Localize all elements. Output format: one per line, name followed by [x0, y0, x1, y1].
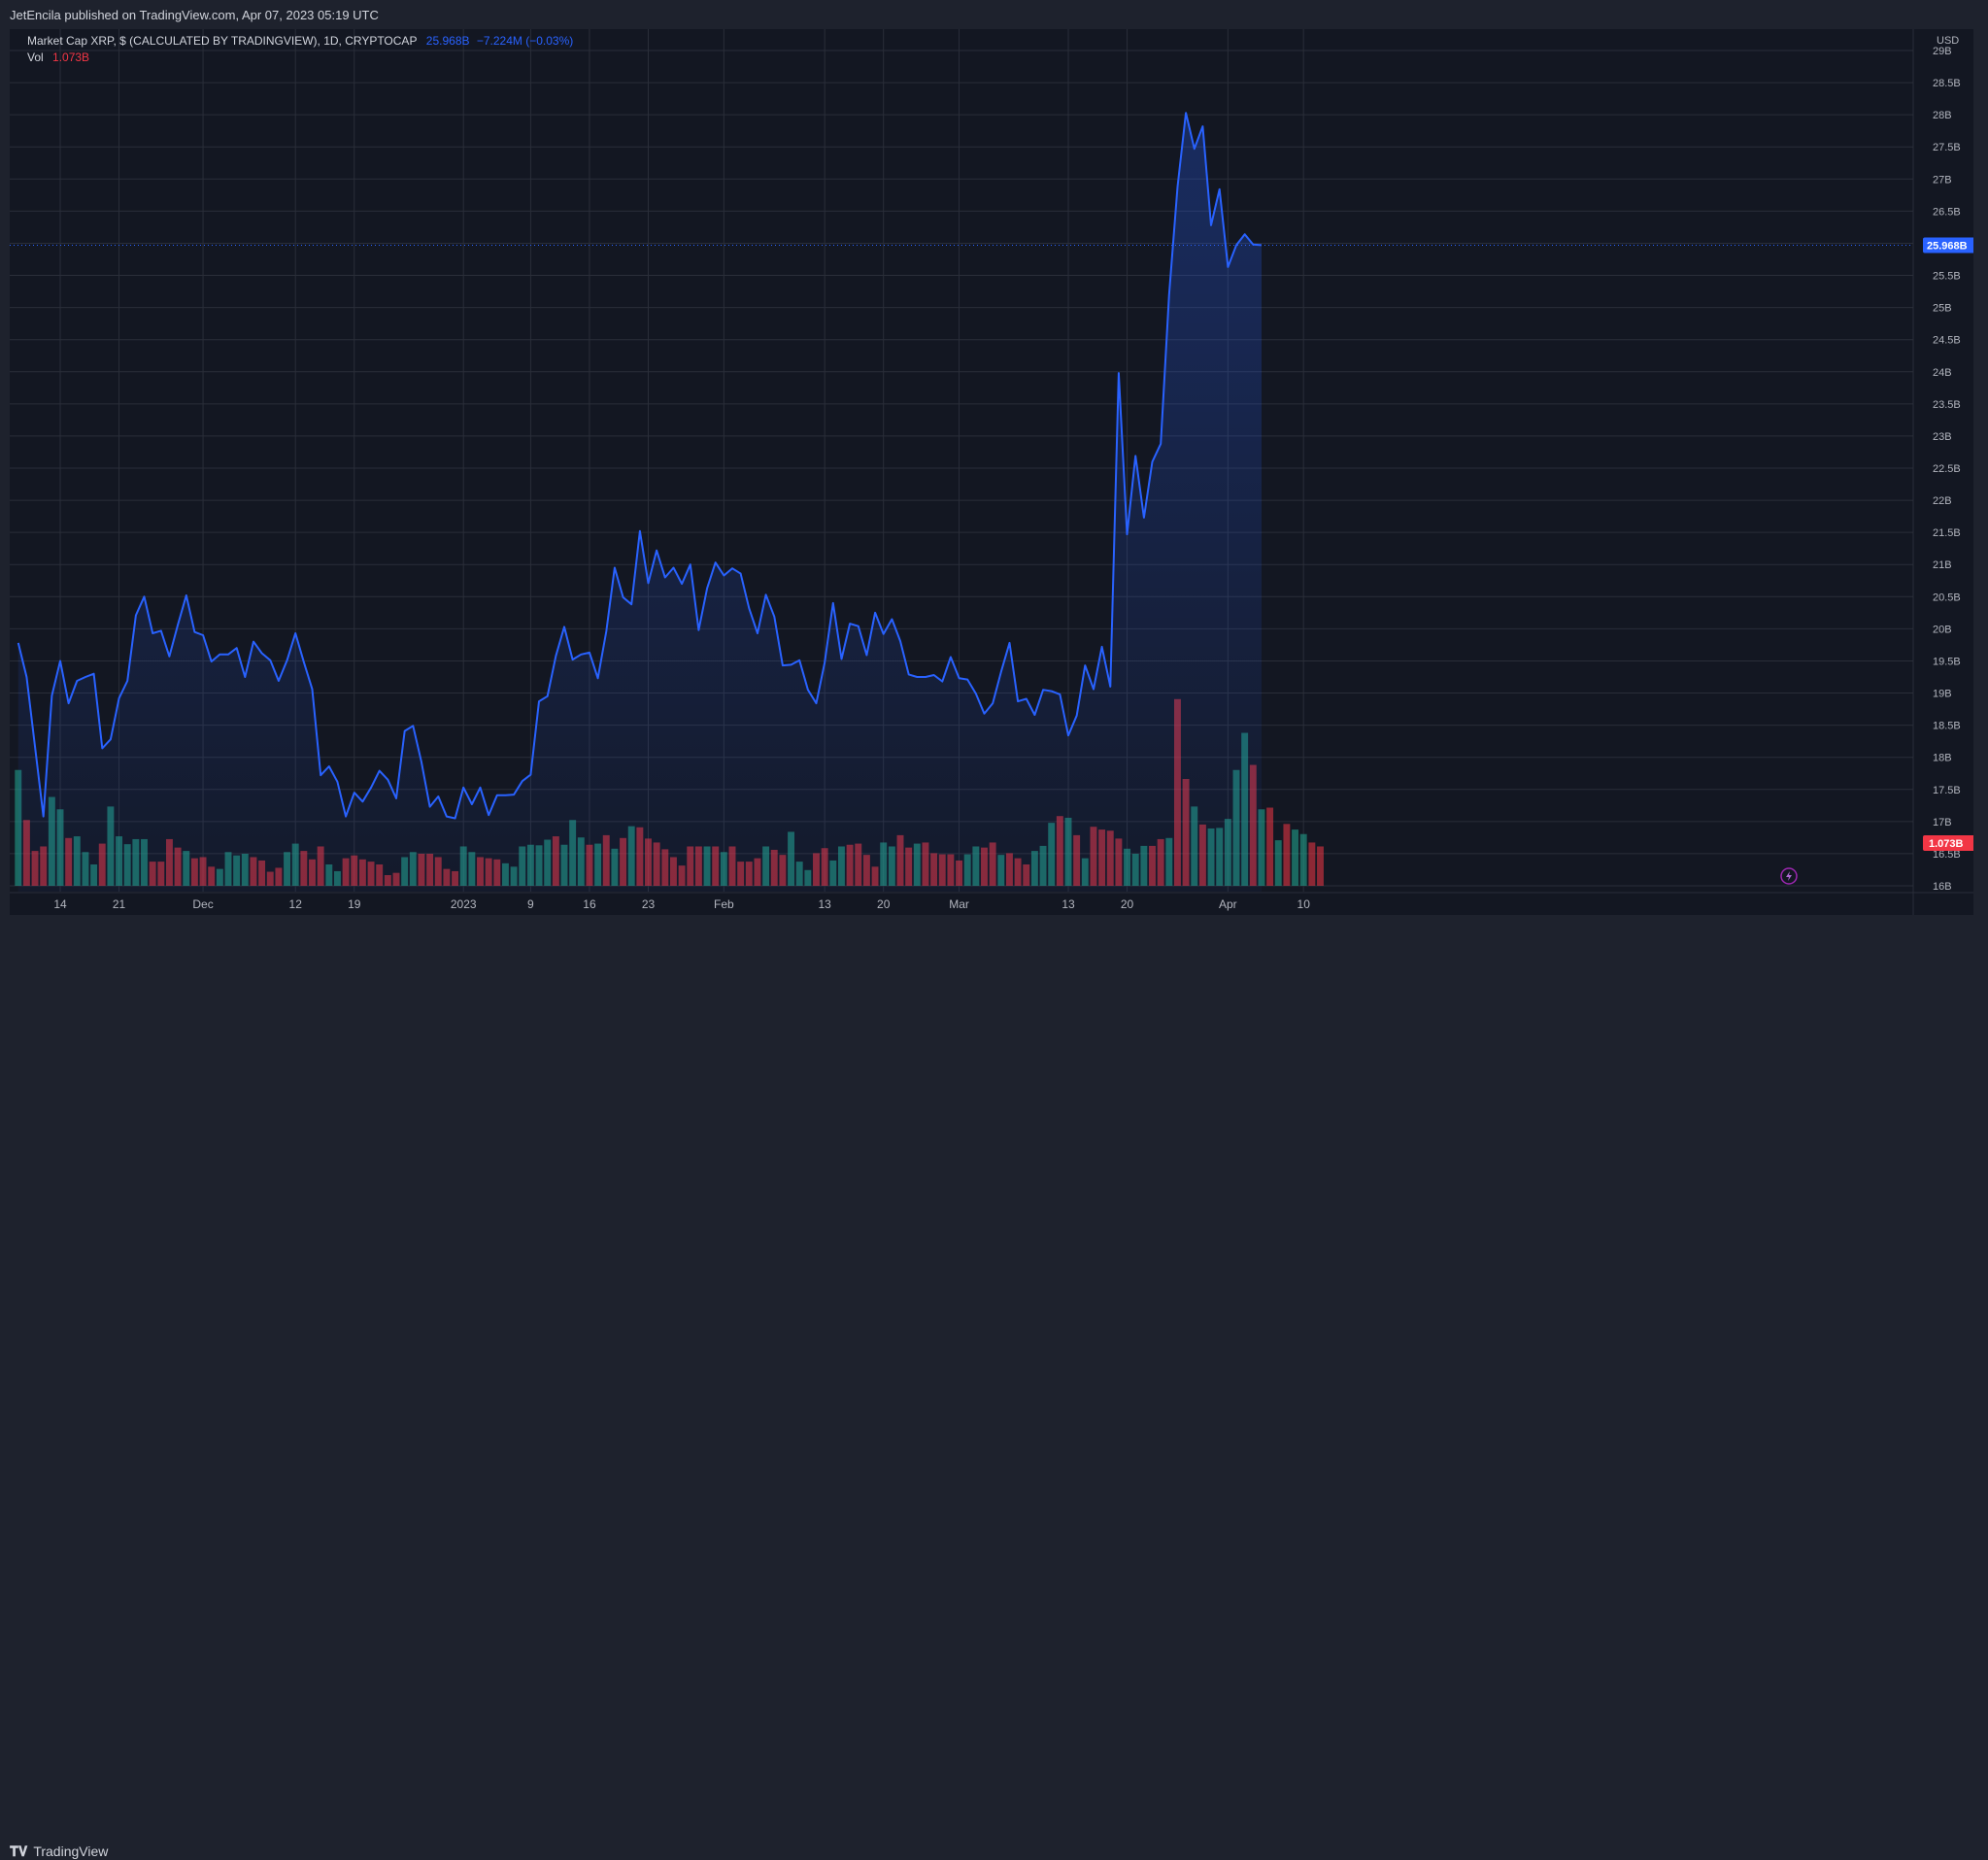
last-price-tag-label: 25.968B	[1927, 240, 1968, 252]
price-axis-label: 25.5B	[1933, 271, 1961, 283]
price-axis-label: 16B	[1933, 881, 1952, 893]
price-axis-label: 21.5B	[1933, 527, 1961, 539]
price-axis-label: 18.5B	[1933, 721, 1961, 732]
time-axis-label: Apr	[1219, 897, 1237, 911]
time-axis-label: 2023	[451, 897, 477, 911]
footer-bar: 𝐓𝐕 TradingView	[0, 917, 1988, 1859]
time-axis-label: 9	[527, 897, 534, 911]
price-axis-label: 20.5B	[1933, 592, 1961, 603]
chart-panel[interactable]: USD 29B 28.5B 28B 27.5B 27B 26.5B 25.5B 25B 24.5B…	[10, 29, 1973, 915]
top-bar: JetEncila published on TradingView.com, …	[0, 0, 1988, 29]
volume-bar	[1292, 829, 1299, 886]
time-axis-label: 23	[642, 897, 656, 911]
volume-bar	[1317, 846, 1324, 886]
time-axis-label: Feb	[714, 897, 734, 911]
price-axis-label: 27.5B	[1933, 142, 1961, 153]
price-axis-label: 18B	[1933, 753, 1952, 764]
time-axis-label: 12	[289, 897, 303, 911]
price-axis-label: 22.5B	[1933, 463, 1961, 475]
legend-change: −7.224M (−0.03%)	[476, 34, 574, 48]
price-axis-label: 29B	[1933, 46, 1952, 57]
volume-bar	[1274, 840, 1282, 886]
last-price-tag	[1923, 237, 1973, 254]
volume-bar	[1308, 842, 1316, 886]
time-axis-label: Mar	[949, 897, 969, 911]
price-axis-label: 17.5B	[1933, 785, 1961, 796]
legend-symbol[interactable]: Market Cap XRP, $ (CALCULATED BY TRADING…	[27, 34, 418, 48]
price-axis-label: 23B	[1933, 431, 1952, 443]
time-axis-label: 19	[348, 897, 361, 911]
price-axis-label: 21B	[1933, 559, 1952, 571]
price-axis-label: 27B	[1933, 174, 1952, 186]
tradingview-brand[interactable]: 𝐓𝐕 TradingView	[10, 1843, 108, 1860]
price-axis-label: 16.5B	[1933, 849, 1961, 861]
time-axis-label: Dec	[192, 897, 213, 911]
price-axis-label: 19.5B	[1933, 656, 1961, 667]
price-axis-label: 19B	[1933, 689, 1952, 700]
price-axis-label: 24B	[1933, 367, 1952, 379]
last-volume-tag-label: 1.073B	[1929, 838, 1964, 850]
tradingview-brand-label: TradingView	[33, 1843, 109, 1859]
volume-bar	[1266, 807, 1274, 886]
lightning-icon[interactable]	[1780, 867, 1798, 885]
volume-bar	[1283, 824, 1291, 886]
time-axis-label: 20	[1121, 897, 1134, 911]
time-axis-label: 21	[113, 897, 126, 911]
price-axis-label: 23.5B	[1933, 399, 1961, 411]
price-line[interactable]	[17, 112, 1263, 820]
time-axis-label: 10	[1297, 897, 1311, 911]
time-axis-label: 13	[818, 897, 831, 911]
price-axis-label: 26.5B	[1933, 206, 1961, 218]
price-axis-label: 17B	[1933, 817, 1952, 829]
lightning-bolt-icon	[1786, 871, 1792, 881]
legend-last-value: 25.968B	[425, 34, 470, 48]
last-volume-tag	[1923, 835, 1973, 851]
legend-vol-value: 1.073B	[52, 51, 90, 64]
time-axis-label: 16	[583, 897, 596, 911]
price-axis-label: 24.5B	[1933, 335, 1961, 347]
price-axis-label: 22B	[1933, 495, 1952, 507]
legend-vol-label[interactable]: Vol	[27, 51, 44, 64]
volume-bar	[1299, 833, 1307, 886]
price-axis-label: 28.5B	[1933, 78, 1961, 89]
price-axis-label: 25B	[1933, 303, 1952, 315]
legend-volume-row: Vol 1.073B	[27, 51, 95, 64]
price-axis-label: 28B	[1933, 110, 1952, 121]
price-area	[17, 113, 1262, 892]
tradingview-logo-icon: 𝐓𝐕	[10, 1843, 28, 1859]
volume-bar	[15, 769, 22, 886]
time-axis-label: 13	[1061, 897, 1075, 911]
publisher-caption: JetEncila published on TradingView.com, …	[10, 8, 379, 22]
currency-label: USD	[1937, 35, 1959, 47]
time-axis-label: 20	[877, 897, 891, 911]
price-axis-label: 20B	[1933, 624, 1952, 635]
legend-main-row: Market Cap XRP, $ (CALCULATED BY TRADING…	[27, 34, 579, 48]
time-axis-label: 14	[53, 897, 67, 911]
